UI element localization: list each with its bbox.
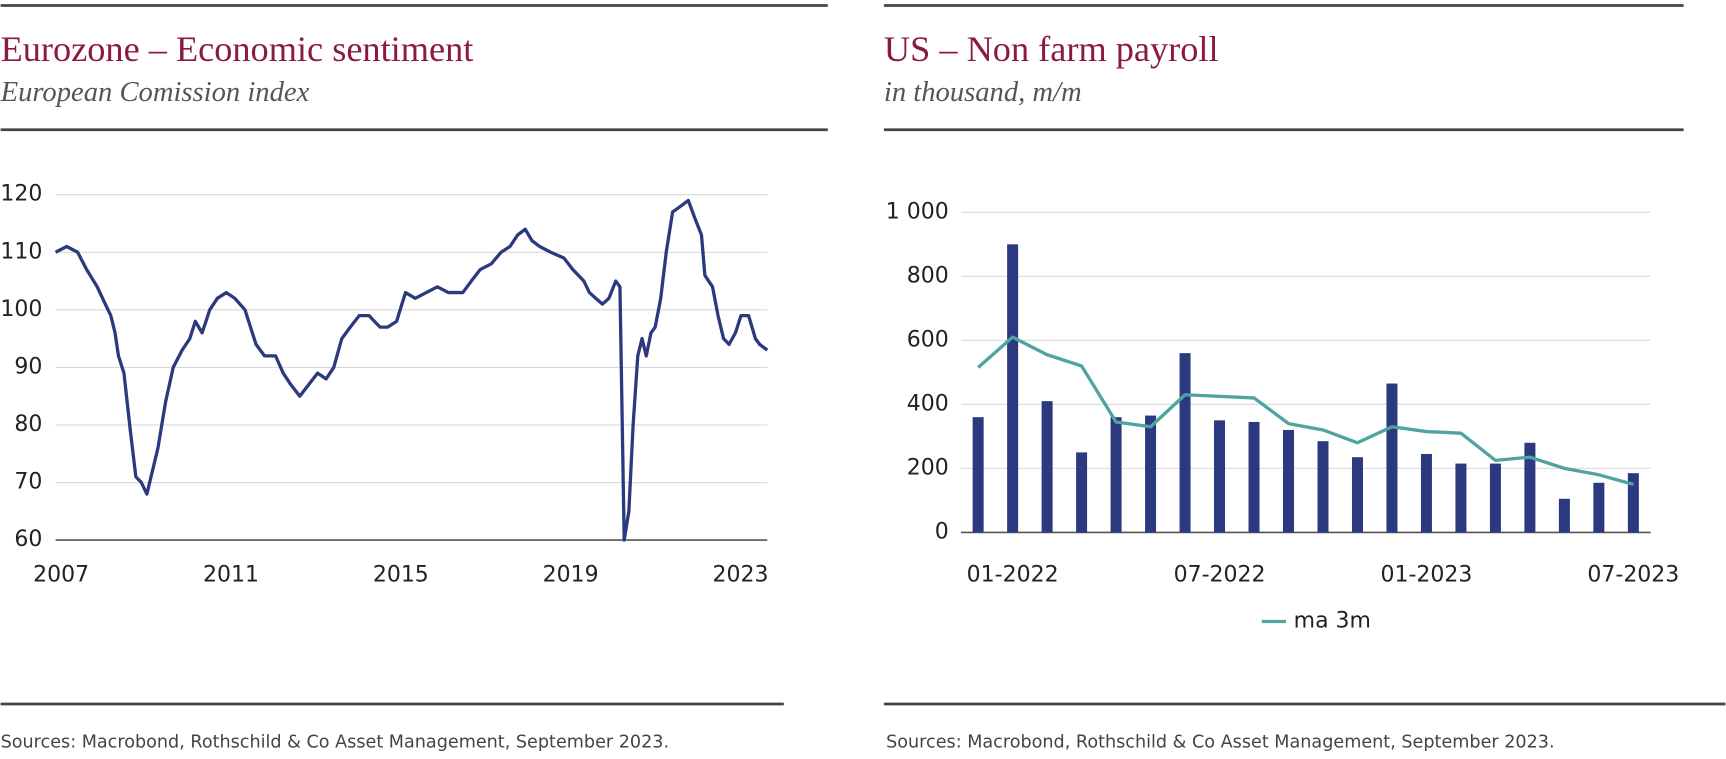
- bar: [1076, 452, 1088, 533]
- bar: [1110, 417, 1122, 533]
- y-tick-label: 800: [907, 263, 949, 288]
- bar: [1351, 457, 1363, 533]
- bar: [1627, 473, 1639, 533]
- bar: [1179, 353, 1191, 533]
- x-tick-label: 01-2022: [967, 562, 1059, 587]
- x-tick-label: 07-2023: [1587, 562, 1679, 587]
- y-tick-label: 400: [907, 391, 949, 416]
- x-tick-label: 2019: [543, 562, 599, 587]
- y-tick-label: 70: [14, 470, 42, 495]
- bar: [1489, 463, 1501, 533]
- bar: [1145, 415, 1157, 533]
- y-tick-label: 90: [14, 354, 42, 379]
- x-tick-label: 2011: [203, 562, 259, 587]
- bar: [1455, 463, 1467, 533]
- x-tick-label: 2015: [373, 562, 429, 587]
- y-tick-label: 80: [14, 412, 42, 437]
- bar: [972, 417, 984, 533]
- source: Sources: Macrobond, Rothschild & Co Asse…: [886, 732, 1555, 752]
- y-tick-label: 110: [0, 239, 42, 264]
- x-tick-label: 01-2023: [1380, 562, 1472, 587]
- chart-subtitle: in thousand, m/m: [884, 77, 1082, 108]
- chart-title: US – Non farm payroll: [884, 29, 1219, 69]
- bar: [1593, 482, 1605, 533]
- line-series: [977, 335, 1634, 486]
- bar: [1386, 383, 1398, 533]
- bar: [1283, 429, 1295, 533]
- bar: [1524, 442, 1536, 533]
- chart-title: Eurozone – Economic sentiment: [1, 29, 474, 69]
- source: Sources: Macrobond, Rothschild & Co Asse…: [1, 732, 670, 752]
- chart-subtitle: European Comission index: [0, 77, 310, 108]
- bar: [1558, 498, 1570, 533]
- bar: [1214, 420, 1226, 533]
- legend-label: ma 3m: [1294, 609, 1371, 634]
- x-tick-label: 07-2022: [1174, 562, 1266, 587]
- x-tick-label: 2023: [713, 562, 769, 587]
- y-tick-label: 200: [907, 455, 949, 480]
- y-tick-label: 1 000: [886, 199, 949, 224]
- y-tick-label: 600: [907, 327, 949, 352]
- bar: [1248, 421, 1260, 533]
- y-tick-label: 100: [0, 297, 42, 322]
- y-tick-label: 60: [14, 527, 42, 552]
- x-tick-label: 2007: [33, 562, 89, 587]
- bar: [1420, 453, 1432, 533]
- y-tick-label: 120: [0, 182, 42, 207]
- line-series: [54, 198, 769, 542]
- y-tick-label: 0: [935, 519, 949, 544]
- bar: [1041, 401, 1053, 533]
- bar: [1317, 441, 1329, 533]
- bar: [1007, 244, 1019, 533]
